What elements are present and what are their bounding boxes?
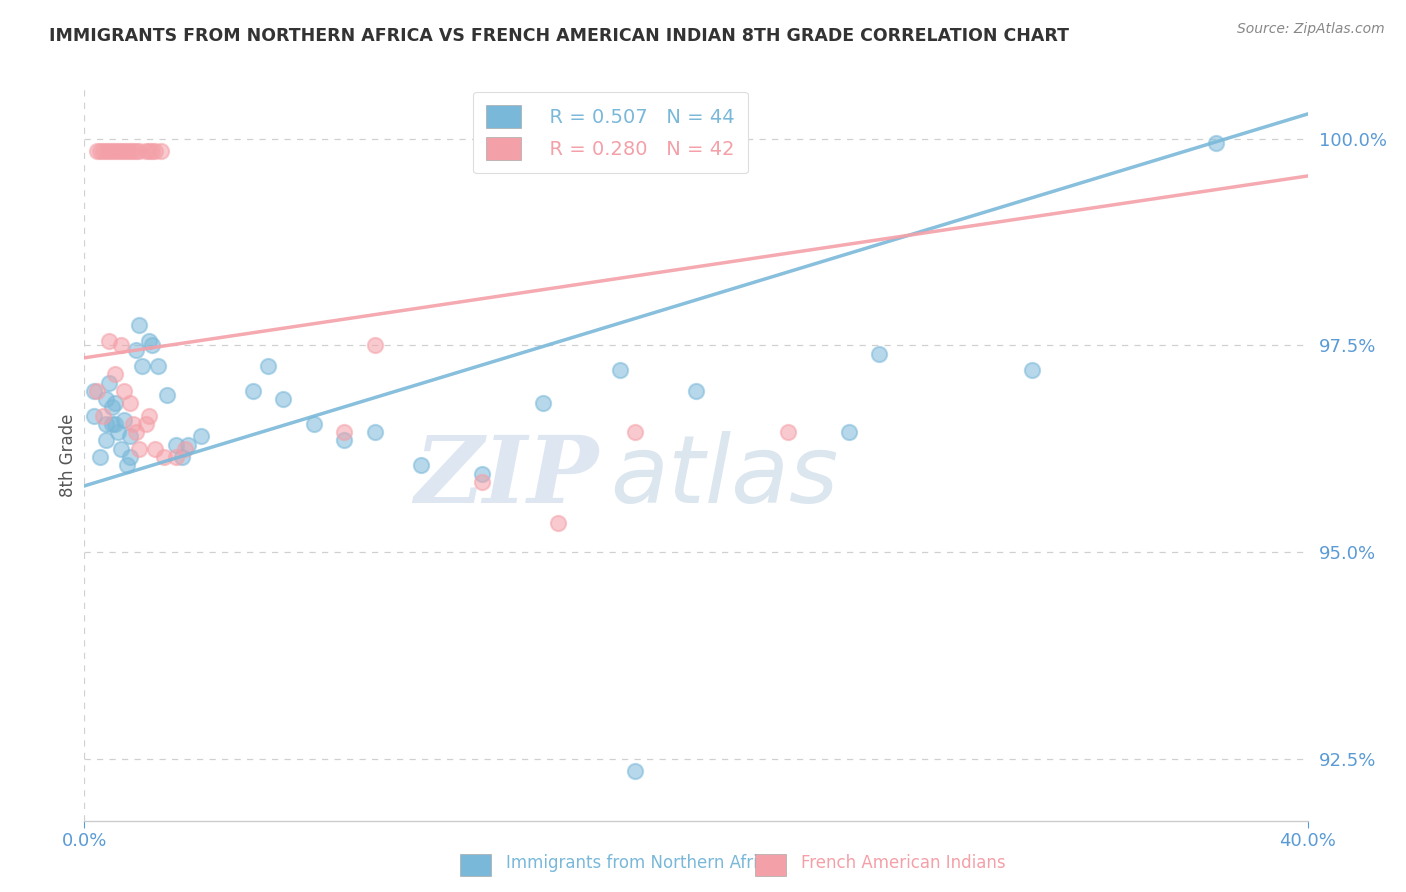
Text: atlas: atlas — [610, 432, 838, 523]
Point — [107, 144, 129, 158]
Point — [83, 409, 105, 423]
Point — [94, 144, 117, 158]
Point — [101, 144, 124, 158]
Point — [91, 409, 114, 423]
Point — [115, 458, 138, 473]
Point — [1205, 136, 1227, 150]
Point — [110, 144, 132, 158]
Point — [104, 396, 127, 410]
Point — [104, 144, 127, 158]
Point — [101, 417, 124, 431]
Point — [409, 458, 432, 473]
Point — [869, 346, 891, 360]
Point — [120, 396, 142, 410]
Point — [97, 334, 120, 349]
Point — [172, 450, 194, 464]
Point — [531, 396, 554, 410]
Point — [94, 417, 117, 431]
Point — [1021, 363, 1043, 377]
Legend:   R = 0.507   N = 44,   R = 0.280   N = 42: R = 0.507 N = 44, R = 0.280 N = 42 — [472, 92, 748, 173]
Point — [776, 425, 799, 440]
Point — [112, 413, 135, 427]
Point — [115, 144, 138, 158]
Point — [165, 437, 187, 451]
Point — [122, 144, 145, 158]
Point — [135, 417, 157, 431]
Point — [333, 434, 356, 448]
Text: Immigrants from Northern Africa: Immigrants from Northern Africa — [506, 855, 778, 872]
Point — [125, 343, 148, 357]
Point — [141, 144, 163, 158]
Point — [112, 144, 135, 158]
Point — [120, 144, 142, 158]
Point — [110, 338, 132, 352]
Point — [609, 363, 631, 377]
Point — [364, 338, 387, 352]
Point — [125, 144, 148, 158]
Point — [685, 384, 707, 398]
Point — [143, 442, 166, 456]
Point — [838, 425, 860, 440]
Point — [165, 450, 187, 464]
Point — [86, 144, 108, 158]
Point — [547, 516, 569, 530]
Point — [83, 384, 105, 398]
Point — [143, 144, 166, 158]
Point — [112, 384, 135, 398]
Point — [101, 401, 124, 415]
Point — [128, 442, 150, 456]
Text: IMMIGRANTS FROM NORTHERN AFRICA VS FRENCH AMERICAN INDIAN 8TH GRADE CORRELATION : IMMIGRANTS FROM NORTHERN AFRICA VS FRENC… — [49, 27, 1069, 45]
Point — [333, 425, 356, 440]
Point — [131, 359, 153, 373]
Point — [138, 144, 160, 158]
Point — [89, 450, 111, 464]
Point — [125, 425, 148, 440]
Point — [471, 467, 494, 481]
Point — [94, 392, 117, 406]
Point — [146, 359, 169, 373]
Point — [89, 144, 111, 158]
Point — [120, 450, 142, 464]
Point — [190, 429, 212, 443]
Point — [153, 450, 176, 464]
Text: ZIP: ZIP — [413, 432, 598, 522]
Point — [97, 144, 120, 158]
Point — [128, 318, 150, 332]
Point — [302, 417, 325, 431]
Point — [138, 409, 160, 423]
Point — [141, 338, 163, 352]
Point — [120, 429, 142, 443]
Point — [91, 144, 114, 158]
Point — [471, 475, 494, 489]
Point — [104, 417, 127, 431]
Point — [174, 442, 197, 456]
Point — [257, 359, 280, 373]
Point — [156, 388, 179, 402]
Point — [149, 144, 172, 158]
Point — [624, 764, 647, 778]
Point — [128, 144, 150, 158]
Point — [177, 437, 200, 451]
Text: French American Indians: French American Indians — [801, 855, 1007, 872]
Point — [135, 144, 157, 158]
Point — [110, 442, 132, 456]
Point — [94, 434, 117, 448]
Point — [364, 425, 387, 440]
Point — [107, 425, 129, 440]
Point — [242, 384, 264, 398]
Point — [138, 334, 160, 349]
Point — [624, 425, 647, 440]
Y-axis label: 8th Grade: 8th Grade — [59, 413, 77, 497]
Point — [104, 368, 127, 382]
Point — [271, 392, 294, 406]
Text: Source: ZipAtlas.com: Source: ZipAtlas.com — [1237, 22, 1385, 37]
Point — [122, 417, 145, 431]
Point — [86, 384, 108, 398]
Point — [97, 376, 120, 390]
